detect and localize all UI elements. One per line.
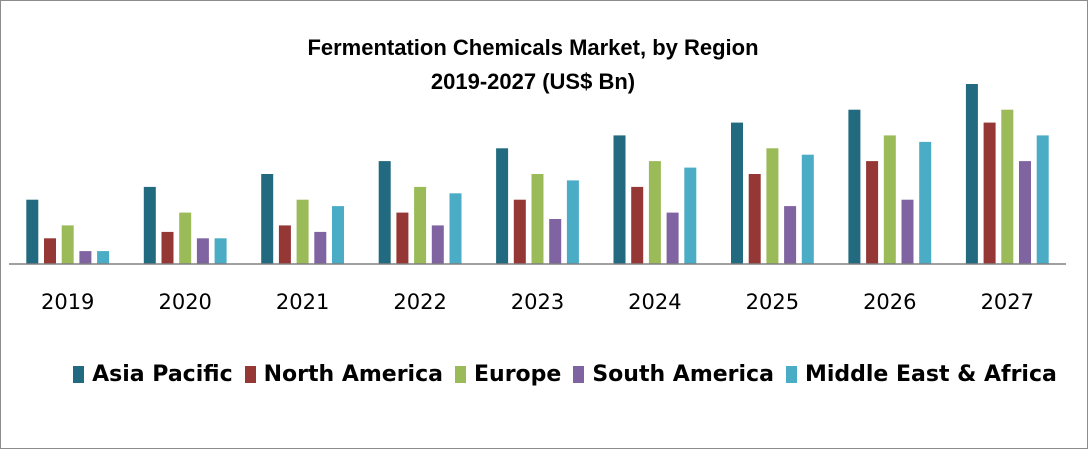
bar-middle-east-africa-2019 [97, 251, 110, 264]
legend-swatch [73, 366, 85, 383]
x-tick-label: 2023 [511, 290, 564, 314]
x-tick-label: 2025 [746, 290, 799, 314]
x-tick-labels: 2019 2020 2021 2022 2023 2024 2025 2026 2027 [41, 290, 1034, 314]
chart-title-block: Fermentation Chemicals Market, by Region… [1, 31, 1065, 99]
legend-item: Asia Pacific [73, 362, 233, 387]
bar-asia-pacific-2019 [26, 199, 39, 264]
bar-north-america-2025 [748, 174, 761, 264]
legend-item: South America [573, 362, 774, 387]
bar-north-america-2024 [631, 186, 644, 264]
bar-south-america-2019 [79, 251, 92, 264]
bar-asia-pacific-2022 [378, 161, 391, 264]
x-tick-label: 2026 [863, 290, 916, 314]
bar-asia-pacific-2024 [613, 135, 626, 264]
bar-north-america-2021 [278, 225, 291, 264]
bar-europe-2027 [1001, 109, 1014, 264]
legend-label: North America [263, 362, 443, 387]
bar-europe-2024 [648, 161, 661, 264]
x-tick-label: 2019 [41, 290, 94, 314]
bar-europe-2025 [766, 148, 779, 264]
bar-south-america-2027 [1019, 161, 1031, 264]
bar-asia-pacific-2023 [496, 148, 509, 264]
bar-south-america-2022 [431, 225, 444, 264]
legend-item: Europe [455, 362, 561, 387]
bar-asia-pacific-2021 [261, 174, 274, 264]
bar-europe-2022 [414, 186, 427, 264]
bar-south-america-2023 [549, 219, 562, 264]
legend-label: Europe [474, 362, 562, 387]
legend-swatch [244, 366, 256, 383]
chart-title: Fermentation Chemicals Market, by Region [307, 35, 759, 60]
legend: Asia Pacific North America Europe South Ame… [0, 362, 1088, 387]
bar-north-america-2022 [396, 212, 409, 264]
legend-label: Middle East & Africa [804, 362, 1057, 387]
legend-swatch [573, 366, 585, 383]
bar-north-america-2020 [161, 231, 174, 264]
bar-north-america-2023 [513, 199, 526, 264]
bar-asia-pacific-2025 [731, 122, 743, 264]
bar-europe-2021 [296, 199, 309, 264]
bar-middle-east-africa-2026 [919, 141, 932, 264]
bar-north-america-2027 [983, 122, 996, 264]
bar-europe-2019 [61, 225, 74, 264]
bar-middle-east-africa-2025 [801, 154, 814, 264]
bar-south-america-2025 [784, 206, 797, 264]
legend-label: South America [592, 362, 774, 387]
bar-north-america-2026 [866, 161, 879, 264]
bar-middle-east-africa-2024 [684, 167, 697, 264]
bar-europe-2026 [883, 135, 896, 264]
x-tick-label: 2027 [981, 290, 1034, 314]
bar-south-america-2020 [196, 238, 209, 264]
chart-subtitle: 2019-2027 (US$ Bn) [430, 69, 636, 94]
bar-middle-east-africa-2022 [449, 193, 462, 264]
bar-asia-pacific-2026 [848, 109, 861, 264]
bar-south-america-2026 [901, 199, 914, 264]
legend-swatch [785, 366, 797, 383]
bars-group [26, 84, 1049, 264]
x-tick-label: 2022 [393, 290, 446, 314]
bar-europe-2020 [179, 212, 192, 264]
legend-item: Middle East & Africa [785, 362, 1057, 387]
bar-asia-pacific-2020 [143, 186, 156, 264]
bar-asia-pacific-2027 [965, 84, 978, 264]
bar-middle-east-africa-2020 [214, 238, 227, 264]
x-tick-label: 2020 [158, 290, 211, 314]
bar-south-america-2024 [666, 212, 679, 264]
bar-middle-east-africa-2023 [566, 180, 579, 264]
legend-item: North America [244, 362, 443, 387]
bar-south-america-2021 [314, 231, 327, 264]
bar-europe-2023 [531, 174, 544, 264]
bar-middle-east-africa-2027 [1036, 135, 1049, 264]
bar-middle-east-africa-2021 [332, 206, 344, 264]
legend-label: Asia Pacific [92, 362, 233, 387]
x-tick-label: 2021 [276, 290, 329, 314]
x-tick-label: 2024 [628, 290, 681, 314]
legend-swatch [455, 366, 466, 383]
bar-north-america-2019 [44, 238, 56, 264]
